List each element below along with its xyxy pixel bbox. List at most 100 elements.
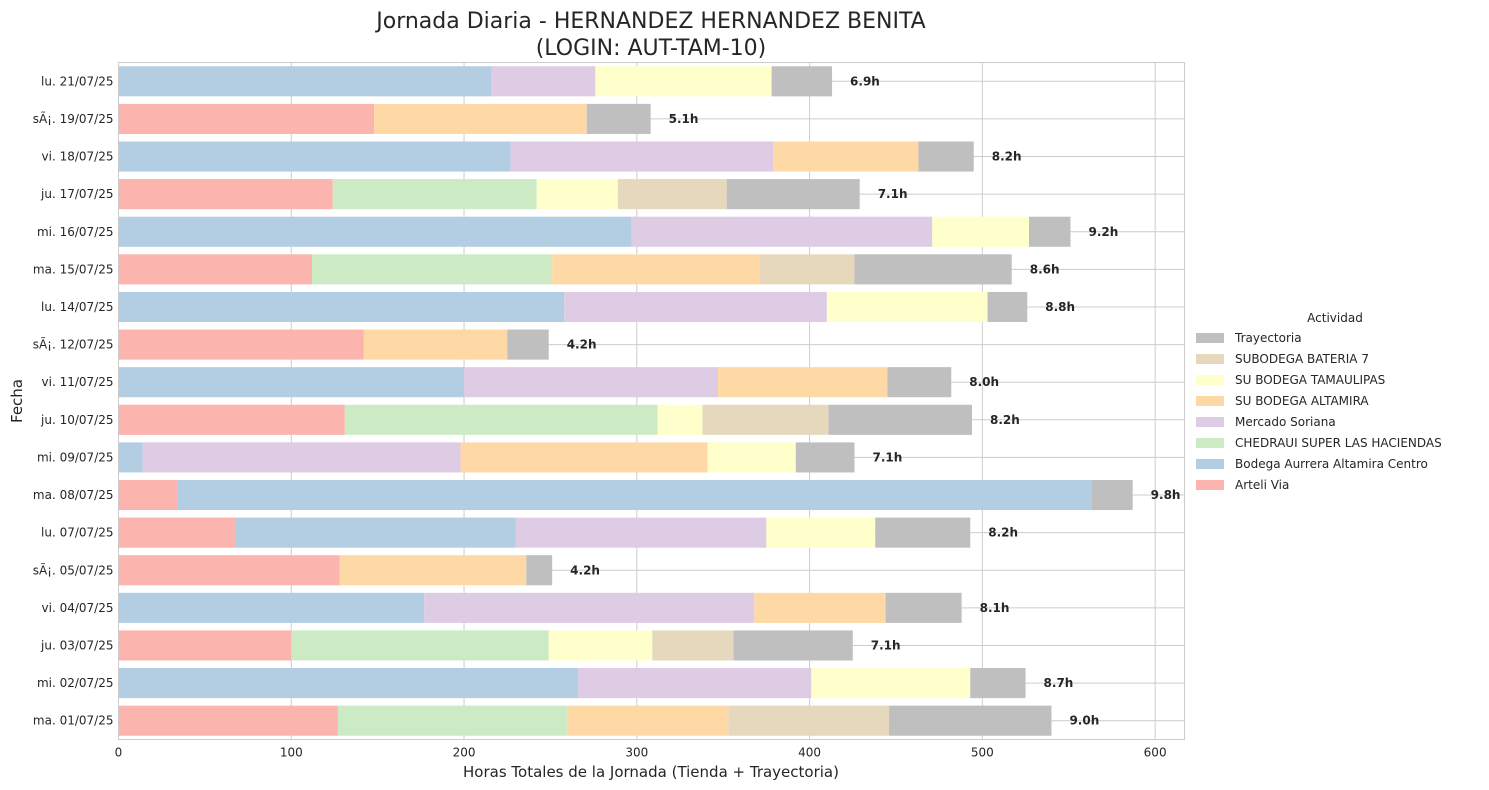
bar-segment	[754, 592, 886, 623]
legend-swatch	[1196, 333, 1224, 343]
bar-segment	[889, 705, 1052, 736]
bar-segment	[726, 179, 860, 210]
bar-segment	[564, 291, 827, 323]
total-hours-label: 7.1h	[878, 187, 908, 201]
y-tick-label: sÃ¡. 19/07/25	[33, 111, 114, 126]
bar-segment	[118, 141, 511, 172]
x-tick-label: 100	[280, 746, 303, 760]
bar-segment	[728, 705, 890, 736]
bar-segment	[795, 442, 855, 473]
bar-segment	[118, 479, 178, 511]
bar-segment	[118, 103, 375, 134]
y-tick-label: vi. 11/07/25	[42, 375, 114, 389]
bar-segment	[766, 517, 876, 548]
bar-segment	[733, 630, 853, 661]
x-tick-label: 400	[798, 746, 821, 760]
bars	[118, 66, 1133, 736]
bar-segment	[567, 705, 729, 736]
bar-segment	[337, 705, 568, 736]
total-hours-label: 9.8h	[1151, 488, 1181, 502]
bar-segment	[932, 216, 1030, 247]
y-tick-labels: lu. 21/07/25 sÃ¡. 19/07/25 vi. 18/07/25 ju.…	[33, 74, 114, 727]
bar-segment	[887, 367, 952, 398]
total-hours-label: 8.8h	[1045, 300, 1075, 314]
bar-segment	[344, 404, 658, 435]
total-hours-label: 6.9h	[850, 74, 880, 88]
bar-segment	[652, 630, 734, 661]
bar-segment	[118, 442, 143, 473]
x-tick-label: 200	[453, 746, 476, 760]
legend-swatch	[1196, 438, 1224, 448]
bar-segment	[1029, 216, 1071, 247]
bar-segment	[118, 367, 465, 398]
bar-segment	[970, 668, 1026, 699]
total-hours-label: 8.2h	[992, 150, 1022, 164]
bar-segment	[118, 291, 565, 323]
y-tick-label: ju. 03/07/25	[40, 638, 113, 652]
bar-segment	[578, 668, 812, 699]
bar-segment	[118, 705, 338, 736]
y-tick-label: lu. 14/07/25	[41, 300, 113, 314]
bar-segment	[464, 367, 719, 398]
bar-segment	[291, 630, 549, 661]
legend-swatch	[1196, 396, 1224, 406]
bar-segment	[118, 329, 364, 360]
bar-segment	[460, 442, 708, 473]
legend: Actividad Trayectoria SUBODEGA BATERIA 7 S…	[1196, 311, 1442, 492]
bar-segment	[374, 103, 587, 134]
chart-title-line1: Jornada Diaria - HERNANDEZ HERNANDEZ BEN…	[374, 9, 925, 34]
legend-swatch	[1196, 354, 1224, 364]
bar-segment	[510, 141, 774, 172]
legend-title: Actividad	[1307, 311, 1363, 325]
bar-segment	[339, 555, 527, 586]
bar-segment	[177, 479, 1092, 511]
total-hours-label: 8.1h	[980, 601, 1010, 615]
bar-segment	[702, 404, 829, 435]
y-tick-label: sÃ¡. 05/07/25	[33, 562, 114, 577]
bar-segment	[118, 254, 313, 285]
bar-segment	[536, 179, 618, 210]
bar-segment	[657, 404, 703, 435]
x-tick-label: 500	[971, 746, 994, 760]
bar-segment	[885, 592, 962, 623]
bar-segment	[1091, 479, 1133, 511]
y-tick-label: lu. 21/07/25	[41, 74, 113, 88]
legend-entry: SUBODEGA BATERIA 7	[1235, 352, 1369, 366]
y-tick-label: mi. 16/07/25	[37, 225, 114, 239]
y-tick-label: ma. 15/07/25	[33, 262, 114, 276]
legend-entry: Bodega Aurrera Altamira Centro	[1235, 457, 1428, 471]
bar-segment	[987, 291, 1028, 323]
x-tick-label: 0	[115, 746, 123, 760]
bar-segment	[118, 555, 340, 586]
bar-segment	[811, 668, 971, 699]
y-tick-label: lu. 07/07/25	[41, 526, 113, 540]
bar-segment	[826, 291, 988, 323]
y-tick-label: ju. 10/07/25	[40, 413, 113, 427]
chart-title-line2: (LOGIN: AUT-TAM-10)	[536, 36, 767, 61]
total-hours-label: 9.0h	[1069, 714, 1099, 728]
bar-segment	[617, 179, 727, 210]
bar-segment	[875, 517, 971, 548]
total-hours-label: 7.1h	[873, 450, 903, 464]
bar-segment	[586, 103, 651, 134]
y-tick-label: mi. 02/07/25	[37, 676, 114, 690]
bar-segment	[118, 404, 345, 435]
bar-segment	[595, 66, 772, 97]
y-tick-label: ju. 17/07/25	[40, 187, 113, 201]
bar-segment	[552, 254, 760, 285]
total-labels: 6.9h 5.1h 8.2h 7.1h 9.2h 8.6h 8.8h 4.2h 8.0h 8.2h…	[567, 74, 1181, 727]
legend-entry: Trayectoria	[1234, 331, 1302, 345]
bar-segment	[707, 442, 796, 473]
legend-swatch	[1196, 459, 1224, 469]
bar-segment	[332, 179, 537, 210]
bar-segment	[854, 254, 1012, 285]
legend-entry: CHEDRAUI SUPER LAS HACIENDAS	[1235, 436, 1442, 450]
bar-segment	[118, 179, 333, 210]
y-tick-label: sÃ¡. 12/07/25	[33, 337, 114, 352]
bar-segment	[718, 367, 888, 398]
bar-segment	[759, 254, 855, 285]
bar-segment	[118, 668, 579, 699]
legend-entry: Mercado Soriana	[1235, 415, 1336, 429]
y-tick-label: ma. 01/07/25	[33, 714, 114, 728]
bar-segment	[424, 592, 755, 623]
